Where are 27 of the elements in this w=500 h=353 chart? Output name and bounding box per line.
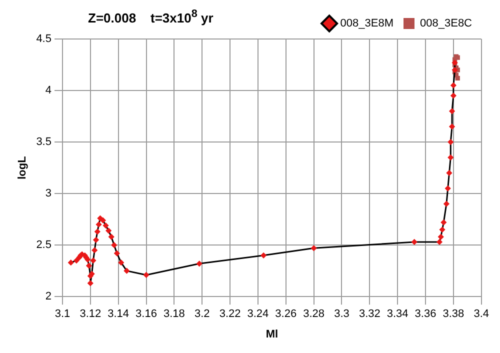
- x-tick-label: 3.22: [219, 308, 241, 320]
- y-tick-label: 4: [45, 84, 52, 97]
- x-tick-label: 3.2: [194, 308, 210, 320]
- y-tick-label: 2: [45, 290, 52, 303]
- chart-title: Z=0.008 t=3x10$^{8}$ yr: [88, 8, 214, 26]
- x-tick-label: 3.3: [334, 308, 350, 320]
- legend-label: 008_3E8M: [340, 18, 394, 30]
- x-tick-label: 3.36: [414, 308, 436, 320]
- y-axis-title: logL: [16, 156, 29, 180]
- x-tick-label: 3.12: [80, 308, 102, 320]
- x-tick-label: 3.32: [358, 308, 380, 320]
- x-tick-label: 3.18: [163, 308, 185, 320]
- y-tick-label: 4.5: [36, 33, 52, 46]
- y-tick-label: 3.5: [36, 136, 52, 148]
- x-tick-label: 3.28: [303, 308, 325, 320]
- y-tick-label: 2.5: [36, 239, 52, 252]
- x-tick-label: 3.34: [386, 308, 408, 320]
- x-tick-label: 3.1: [54, 308, 70, 320]
- y-tick-label: 3: [45, 188, 52, 200]
- x-tick-label: 3.4: [474, 308, 490, 320]
- x-tick-label: 3.16: [136, 308, 157, 320]
- x-tick-label: 3.24: [247, 308, 269, 320]
- x-tick-label: 3.14: [108, 308, 130, 320]
- x-tick-label: 3.38: [442, 308, 464, 320]
- x-axis-title: Ml: [266, 328, 278, 340]
- legend-label: 008_3E8C: [420, 18, 472, 30]
- x-tick-label: 3.26: [275, 308, 297, 320]
